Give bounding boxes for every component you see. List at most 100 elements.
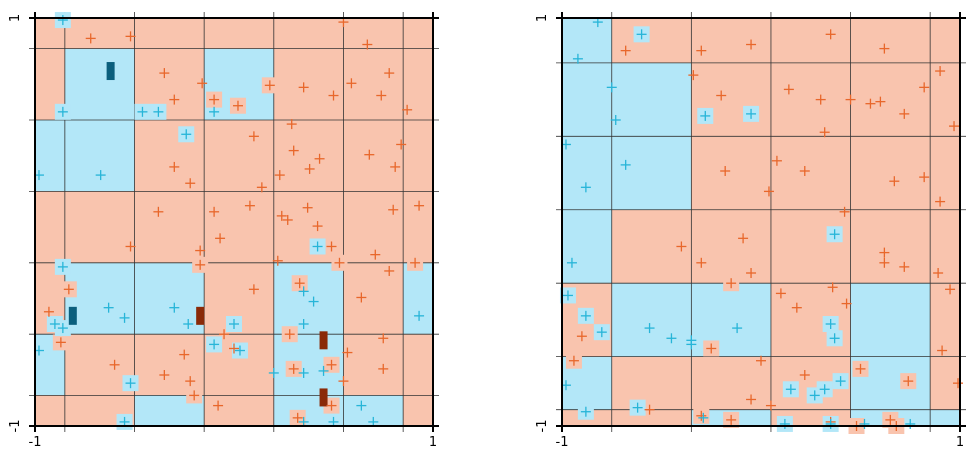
data-point-a bbox=[185, 376, 196, 387]
data-point-a bbox=[716, 90, 727, 101]
y-tick-label-max: 1 bbox=[8, 14, 23, 22]
data-point-a bbox=[346, 78, 357, 89]
data-point-b bbox=[95, 170, 106, 181]
region-cell-a bbox=[611, 356, 692, 410]
data-point-a bbox=[706, 343, 717, 354]
tick-labels: -1 1 1 -1 bbox=[8, 14, 437, 450]
data-point-b bbox=[829, 229, 840, 240]
data-point-a bbox=[937, 345, 948, 356]
data-point-a bbox=[875, 96, 886, 107]
data-point-a bbox=[215, 233, 226, 244]
data-point-a bbox=[783, 84, 794, 95]
data-point-b bbox=[580, 182, 591, 193]
data-point-a bbox=[125, 241, 136, 252]
data-point-a bbox=[219, 329, 230, 340]
data-point-a bbox=[815, 94, 826, 105]
region-cell-a bbox=[134, 334, 205, 396]
region-cell-a bbox=[930, 283, 960, 357]
data-point-a bbox=[326, 241, 337, 252]
data-point-a bbox=[284, 329, 295, 340]
data-point-a bbox=[839, 206, 850, 217]
data-point-a bbox=[384, 68, 395, 79]
data-point-a bbox=[696, 45, 707, 56]
data-point-a bbox=[314, 153, 325, 164]
data-point-a bbox=[865, 98, 876, 109]
region-cell-a bbox=[850, 136, 931, 210]
region-cell-a bbox=[611, 18, 692, 63]
data-point-a bbox=[179, 349, 190, 360]
region-cell-a bbox=[35, 191, 65, 263]
data-point-a bbox=[819, 127, 830, 138]
data-point-b bbox=[103, 302, 114, 313]
region-cell-a bbox=[850, 62, 931, 137]
data-point-a bbox=[272, 255, 283, 266]
data-point-a bbox=[746, 39, 757, 50]
data-point-a bbox=[63, 284, 74, 295]
region-cell-a bbox=[343, 18, 404, 49]
region-cell-b bbox=[273, 262, 344, 335]
region-cell-a bbox=[204, 120, 274, 192]
data-point-b bbox=[169, 302, 180, 313]
data-point-a bbox=[209, 94, 220, 105]
data-point-a bbox=[688, 70, 699, 81]
data-point-a bbox=[185, 178, 196, 189]
data-point-a bbox=[248, 284, 259, 295]
data-point-a bbox=[746, 268, 757, 278]
data-point-a bbox=[376, 90, 387, 101]
region-cell-b bbox=[850, 283, 931, 357]
region-cell-a bbox=[273, 48, 344, 120]
data-point-a bbox=[328, 90, 339, 101]
data-point-b bbox=[308, 296, 319, 307]
data-point-b bbox=[644, 323, 655, 334]
data-point-a bbox=[264, 80, 275, 91]
data-point-a bbox=[845, 94, 856, 105]
region-cell-a bbox=[343, 120, 404, 192]
data-point-a bbox=[949, 121, 960, 132]
region-cell-b bbox=[611, 62, 692, 137]
x-tick-label-min: -1 bbox=[29, 435, 42, 450]
data-point-b bbox=[234, 345, 245, 356]
data-point-a bbox=[213, 400, 224, 411]
data-point-a bbox=[109, 359, 120, 370]
right-scatter-panel: -1 1 1 -1 bbox=[535, 12, 966, 450]
data-point-a bbox=[159, 370, 170, 380]
region-cell-a bbox=[64, 191, 135, 263]
data-point-a bbox=[855, 363, 866, 374]
data-point-a bbox=[256, 182, 267, 193]
data-point-a bbox=[720, 166, 731, 176]
data-point-b bbox=[779, 418, 790, 429]
data-point-b bbox=[606, 82, 617, 93]
plot-frame bbox=[556, 12, 966, 432]
data-point-a bbox=[384, 265, 395, 276]
data-point-b bbox=[746, 108, 757, 119]
data-point-a bbox=[903, 376, 914, 387]
data-point-a bbox=[919, 82, 930, 93]
data-point-b bbox=[57, 323, 68, 334]
data-point-a bbox=[43, 306, 54, 317]
data-points bbox=[560, 17, 964, 431]
data-point-b bbox=[562, 290, 573, 301]
y-tick-label-min: -1 bbox=[535, 420, 550, 433]
data-point-b bbox=[819, 384, 830, 395]
data-point-a bbox=[312, 221, 323, 232]
region-cell-b bbox=[35, 120, 65, 192]
data-point-a bbox=[644, 404, 655, 415]
region-cell-b bbox=[64, 48, 135, 120]
data-point-b bbox=[137, 106, 148, 117]
region-cell-b bbox=[64, 120, 135, 192]
data-point-b bbox=[859, 418, 870, 429]
data-point-a bbox=[229, 343, 239, 354]
data-point-a bbox=[414, 200, 425, 211]
data-point-a bbox=[362, 39, 373, 50]
region-cell-b bbox=[562, 62, 612, 137]
data-point-b bbox=[298, 367, 309, 378]
data-point-b bbox=[825, 319, 836, 329]
data-point-b bbox=[268, 367, 279, 378]
data-point-a bbox=[326, 400, 337, 411]
data-point-b bbox=[636, 29, 647, 40]
data-point-a bbox=[378, 363, 389, 374]
data-point-b bbox=[209, 106, 220, 117]
dark-marker-a bbox=[319, 388, 328, 407]
region-cell-a bbox=[403, 48, 433, 120]
region-cell-a bbox=[273, 120, 344, 192]
